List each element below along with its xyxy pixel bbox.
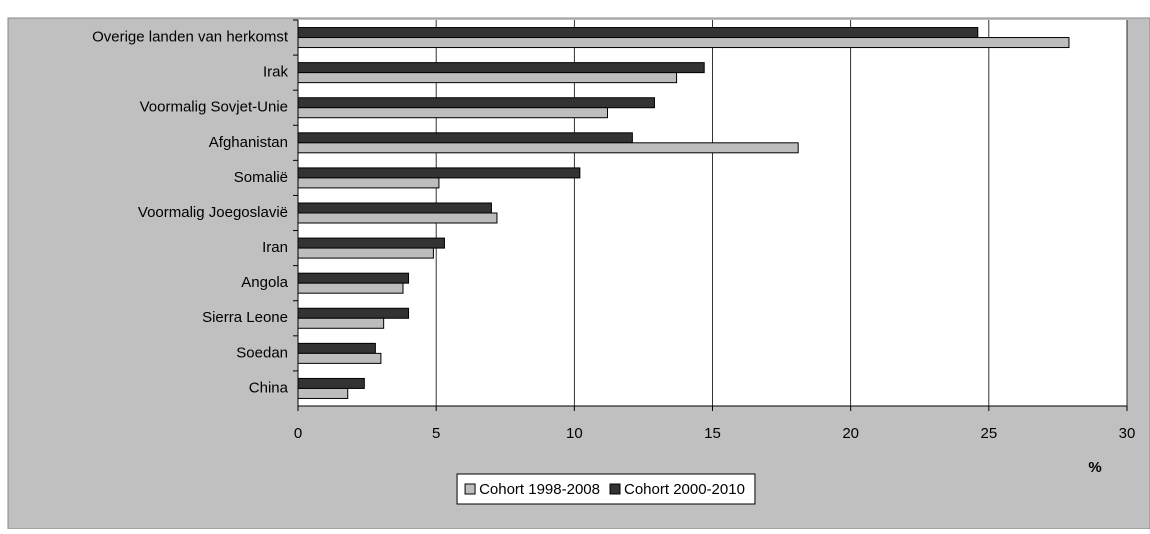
bar — [297, 62, 705, 74]
y-tick-label: Overige landen van herkomst — [92, 29, 289, 46]
y-tick-label: Soedan — [236, 344, 288, 361]
y-tick-label: Afghanistan — [209, 134, 288, 151]
y-tick-label: Voormalig Joegoslavië — [138, 204, 288, 221]
bar — [297, 377, 365, 389]
legend-label: Cohort 1998-2008 — [479, 481, 600, 498]
bar — [297, 27, 979, 39]
legend-swatch — [464, 483, 476, 495]
y-tick-label: Iran — [262, 239, 288, 256]
bar — [297, 72, 678, 84]
bar — [297, 272, 410, 284]
bar — [297, 237, 445, 249]
bar — [297, 352, 382, 364]
bar — [297, 247, 434, 259]
y-tick-label: Sierra Leone — [202, 309, 288, 326]
y-tick-label: China — [249, 379, 289, 396]
x-tick-label: 5 — [432, 425, 440, 442]
bar — [297, 282, 404, 294]
bar — [297, 37, 1070, 49]
bar — [297, 387, 349, 399]
bar — [297, 177, 440, 189]
bar — [297, 317, 385, 329]
bar — [297, 107, 608, 119]
legend — [456, 473, 756, 505]
x-tick-label: 20 — [842, 425, 859, 442]
bar — [297, 342, 376, 354]
bar — [297, 97, 655, 109]
bar — [297, 307, 410, 319]
legend-label: Cohort 2000-2010 — [624, 481, 745, 498]
bar — [297, 142, 799, 154]
x-axis-label: % — [1088, 459, 1101, 476]
y-tick-label: Voormalig Sovjet-Unie — [140, 99, 288, 116]
y-tick-label: Angola — [241, 274, 288, 291]
y-tick-label: Irak — [263, 64, 289, 81]
x-tick-label: 25 — [980, 425, 997, 442]
x-tick-label: 15 — [704, 425, 721, 442]
bar — [297, 167, 581, 179]
y-tick-label: Somalië — [234, 169, 288, 186]
bar — [297, 132, 633, 144]
x-tick-label: 0 — [294, 425, 302, 442]
bar — [297, 202, 492, 214]
x-tick-label: 10 — [566, 425, 583, 442]
legend-swatch — [609, 483, 621, 495]
bar — [297, 212, 498, 224]
x-tick-label: 30 — [1119, 425, 1136, 442]
